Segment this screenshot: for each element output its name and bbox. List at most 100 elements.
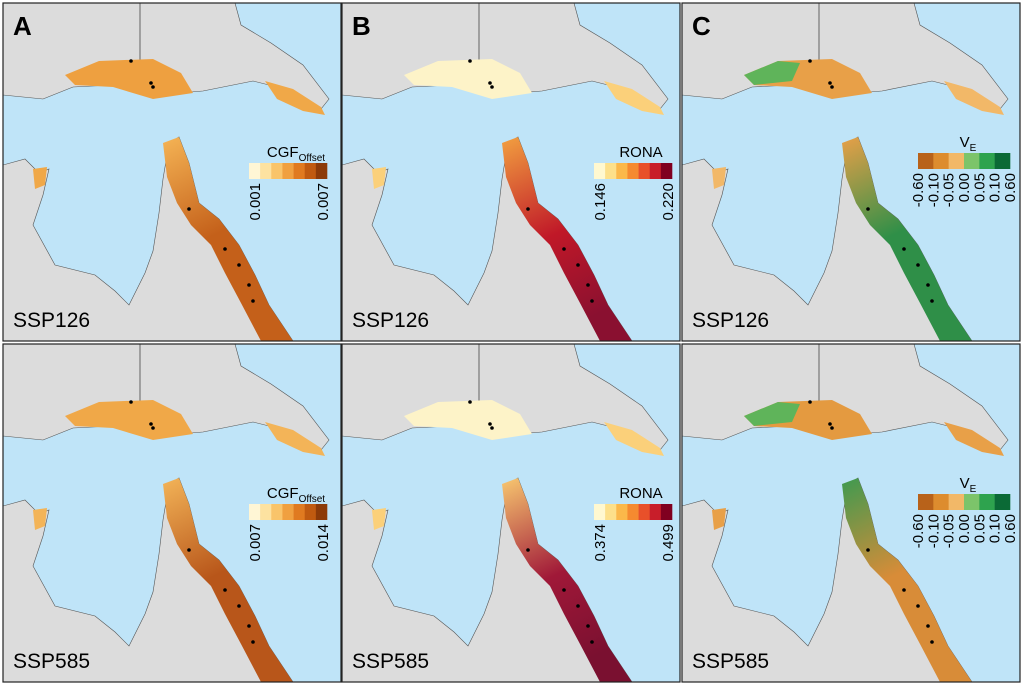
legend: RONA 0.146 0.220 — [592, 144, 677, 221]
sample-point — [586, 283, 590, 287]
legend: VE -0.60-0.10-0.050.000.050.100.60 — [910, 475, 1019, 548]
legend-swatch — [918, 153, 934, 169]
range-region — [163, 478, 293, 682]
legend: CGFOffset 0.001 0.007 — [247, 144, 332, 221]
legend-swatch — [315, 504, 328, 520]
sample-point — [590, 640, 594, 644]
legend-swatch — [616, 504, 628, 520]
sample-point — [490, 426, 494, 430]
sample-point — [562, 588, 566, 592]
sample-point — [151, 426, 155, 430]
range-region — [744, 61, 800, 85]
panel-border — [2, 343, 342, 683]
sample-point — [247, 283, 251, 287]
scenario-label: SSP585 — [692, 650, 769, 673]
sample-point — [830, 85, 834, 89]
range-region — [265, 422, 325, 456]
map-panel: SSP585 VE -0.60-0.10-0.050.000.050.100.60 — [681, 343, 1021, 683]
legend-label: 0.499 — [660, 524, 677, 562]
legend-label: 0.10 — [987, 173, 1004, 202]
sample-point — [129, 59, 133, 63]
sample-point — [490, 85, 494, 89]
legend-label: 0.220 — [660, 183, 677, 221]
sample-point — [151, 85, 155, 89]
legend-label: 0.10 — [987, 514, 1004, 543]
range-region — [265, 81, 325, 115]
range-region — [712, 167, 726, 189]
sample-point — [586, 624, 590, 628]
legend-title-main: RONA — [619, 485, 662, 502]
sample-point — [576, 604, 580, 608]
sample-point — [866, 548, 870, 552]
legend-swatch — [271, 163, 283, 179]
legend-label: 0.00 — [956, 514, 973, 543]
sample-point — [223, 588, 227, 592]
sample-point — [251, 299, 255, 303]
legend-swatch — [627, 163, 639, 179]
sample-point — [916, 263, 920, 267]
range-region — [33, 508, 47, 530]
legend-swatch — [315, 163, 328, 179]
legend-swatch — [271, 504, 283, 520]
legend-label: -0.10 — [925, 173, 942, 207]
legend-title-main: V — [960, 134, 970, 151]
legend-swatch — [933, 494, 949, 510]
range-region — [502, 478, 632, 682]
legend-title: VE — [960, 134, 977, 154]
range-region — [604, 81, 664, 115]
legend-label: 0.146 — [592, 183, 609, 221]
map-panel: SSP585 CGFOffset 0.007 0.014 — [2, 343, 342, 683]
sample-point — [187, 207, 191, 211]
legend-swatch — [638, 163, 651, 179]
legend-title-subscript: Offset — [299, 494, 326, 505]
legend-title-main: RONA — [619, 144, 662, 161]
legend-swatch — [304, 163, 317, 179]
legend-swatch — [964, 153, 980, 169]
legend-label: -0.60 — [910, 173, 927, 207]
scenario-label: SSP585 — [13, 650, 90, 673]
panel-letter: A — [13, 11, 32, 41]
legend-label: -0.10 — [925, 514, 942, 548]
sample-point — [916, 604, 920, 608]
range-region — [404, 400, 532, 440]
range-region — [65, 59, 193, 99]
legend-label: -0.05 — [941, 173, 958, 207]
legend: CGFOffset 0.007 0.014 — [247, 485, 332, 562]
sample-point — [149, 81, 153, 85]
legend-label: 0.60 — [1002, 514, 1019, 543]
legend-label: 0.374 — [592, 524, 609, 562]
legend-swatch — [304, 504, 317, 520]
sample-point — [149, 422, 153, 426]
range-region — [404, 59, 532, 99]
panel-border — [341, 343, 681, 683]
map-panel: B SSP126 RONA 0.146 0.220 — [341, 2, 681, 342]
sample-point — [902, 247, 906, 251]
range-region — [372, 167, 386, 189]
panel-border — [341, 2, 681, 342]
legend-swatch — [293, 504, 306, 520]
legend-swatch — [948, 153, 965, 169]
sample-point — [488, 81, 492, 85]
range-region — [842, 137, 972, 341]
legend-label: -0.05 — [941, 514, 958, 548]
legend-title-subscript: Offset — [299, 153, 326, 164]
legend-swatch — [979, 153, 995, 169]
legend-swatch — [638, 504, 651, 520]
legend-title-subscript: E — [970, 484, 977, 495]
legend-swatch — [964, 494, 980, 510]
sample-point — [251, 640, 255, 644]
panel-border — [681, 343, 1021, 683]
legend-swatch — [627, 504, 639, 520]
map — [682, 3, 1020, 341]
legend-swatch — [249, 504, 261, 520]
legend-swatch — [933, 153, 949, 169]
legend-title: CGFOffset — [267, 485, 325, 505]
sample-point — [488, 422, 492, 426]
legend-title-subscript: E — [970, 143, 977, 154]
range-region — [944, 81, 1004, 115]
legend-title: RONA — [619, 485, 662, 502]
legend-title-main: CGF — [267, 485, 299, 502]
legend-swatch — [594, 504, 606, 520]
